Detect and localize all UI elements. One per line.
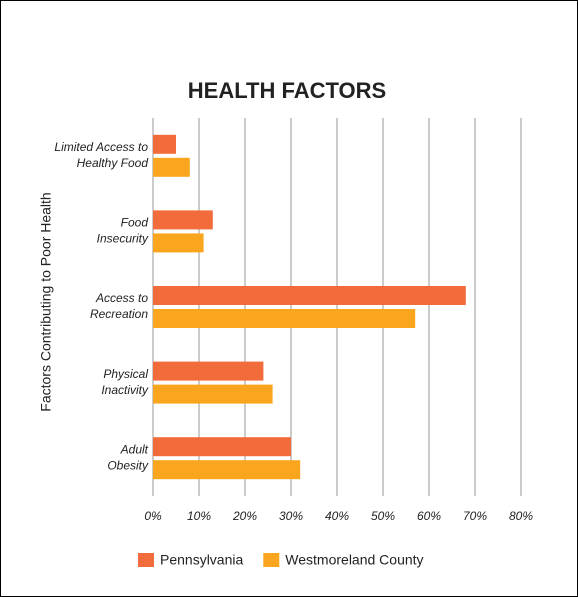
x-tick-label: 0% [144, 509, 162, 523]
y-tick-label: Access to [95, 291, 148, 305]
bar [153, 134, 176, 154]
y-tick-label: Physical [103, 367, 148, 381]
x-tick-label: 80% [509, 509, 533, 523]
x-tick-label: 40% [325, 509, 349, 523]
bar [153, 384, 273, 404]
legend-swatch [263, 553, 280, 567]
x-tick-label: 30% [279, 509, 303, 523]
y-tick-label: Recreation [90, 307, 148, 321]
y-tick-label: Inactivity [101, 383, 149, 397]
x-tick-label: 70% [463, 509, 487, 523]
x-tick-label: 50% [371, 509, 395, 523]
bar [153, 210, 213, 230]
legend-swatch [138, 553, 154, 567]
bar [153, 233, 204, 253]
bar [153, 361, 264, 381]
x-tick-label: 10% [187, 509, 211, 523]
bar [153, 157, 190, 177]
y-tick-label: Insecurity [97, 232, 149, 246]
bar [153, 460, 301, 480]
x-tick-label: 60% [417, 509, 441, 523]
y-tick-label: Adult [120, 442, 149, 456]
bar [153, 437, 291, 457]
chart-title: HEALTH FACTORS [188, 78, 386, 103]
y-tick-label: Obesity [107, 458, 149, 472]
y-tick-label: Food [121, 216, 149, 230]
y-axis-label: Factors Contributing to Poor Health [38, 192, 54, 411]
y-tick-label: Healthy Food [77, 156, 149, 170]
x-tick-label: 20% [232, 509, 257, 523]
bar [153, 286, 466, 305]
legend-label: Pennsylvania [160, 552, 243, 568]
bar [153, 309, 416, 328]
legend-label: Westmoreland County [285, 552, 423, 568]
y-tick-label: Limited Access to [54, 140, 148, 154]
